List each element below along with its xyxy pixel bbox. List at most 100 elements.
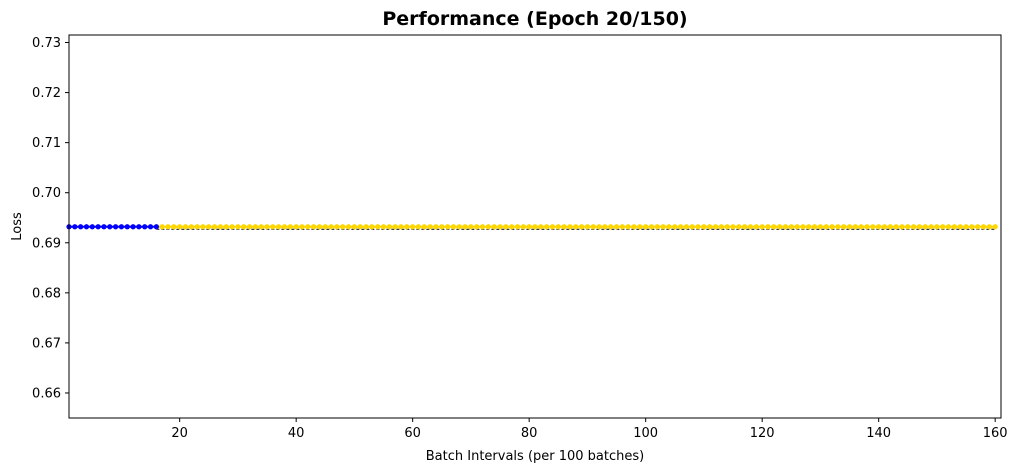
data-point [747, 224, 754, 230]
data-point [852, 224, 858, 230]
data-point [410, 224, 416, 230]
data-point [765, 224, 771, 230]
data-point [631, 224, 637, 230]
x-tick-label: 40 [288, 426, 305, 441]
data-point [876, 224, 882, 230]
y-tick-label: 0.71 [32, 136, 61, 151]
data-point [130, 224, 136, 230]
data-point [555, 224, 561, 230]
data-point [963, 224, 969, 230]
data-point [95, 224, 101, 230]
data-point [934, 224, 940, 230]
data-point [375, 224, 381, 230]
data-point [270, 224, 276, 230]
data-point [957, 224, 963, 230]
data-point [637, 224, 643, 230]
data-point [759, 224, 765, 230]
data-point [433, 224, 439, 230]
data-point [817, 224, 824, 230]
data-point [922, 224, 928, 230]
data-point [829, 224, 835, 230]
data-point [346, 224, 352, 230]
data-point [479, 224, 486, 230]
data-point [398, 224, 404, 230]
data-point [118, 224, 125, 230]
data-point [299, 224, 305, 230]
data-point [695, 224, 701, 230]
data-point [870, 224, 876, 230]
data-point [281, 224, 288, 230]
data-point [951, 224, 958, 230]
data-point [689, 224, 695, 230]
data-point [660, 224, 666, 230]
data-point [72, 224, 78, 230]
data-point [980, 224, 987, 230]
data-point [311, 224, 317, 230]
data-point [806, 224, 812, 230]
data-point [206, 224, 212, 230]
data-point [753, 224, 759, 230]
data-point [969, 224, 975, 230]
y-tick-label: 0.69 [32, 236, 61, 251]
x-axis-label: Batch Intervals (per 100 batches) [426, 449, 644, 464]
y-tick-label: 0.66 [32, 386, 61, 401]
data-point [212, 224, 218, 230]
data-point [287, 224, 293, 230]
data-point [590, 224, 596, 230]
data-point [509, 224, 515, 230]
data-point [485, 224, 491, 230]
data-point [194, 224, 200, 230]
data-point [89, 224, 95, 230]
y-axis-label: Loss [10, 212, 25, 241]
data-point [736, 224, 742, 230]
data-point [124, 224, 130, 230]
data-point [945, 224, 952, 230]
x-tick-label: 20 [171, 426, 188, 441]
y-tick-label: 0.68 [32, 286, 61, 301]
data-point [532, 224, 538, 230]
data-point [514, 224, 521, 230]
data-point [643, 224, 649, 230]
data-point [386, 224, 392, 230]
data-point [608, 224, 614, 230]
data-point [491, 224, 497, 230]
data-point [276, 224, 282, 230]
data-point [567, 224, 573, 230]
y-tick-label: 0.70 [32, 186, 61, 201]
data-point [619, 224, 625, 230]
data-point [241, 224, 247, 230]
data-point [777, 224, 783, 230]
data-point [380, 224, 387, 230]
data-point [83, 224, 90, 230]
data-point [905, 224, 911, 230]
data-point [392, 224, 398, 230]
data-point [113, 224, 119, 230]
data-point [579, 224, 585, 230]
data-point [445, 224, 451, 230]
data-point [846, 224, 853, 230]
data-point [468, 224, 474, 230]
data-point [683, 224, 690, 230]
data-point [252, 224, 258, 230]
data-point [171, 224, 177, 230]
axis-ticks: 20 40 60 80 100 120 140 160 0.66 0.67 0.68 0.69 0.70… [32, 36, 1008, 441]
data-point [340, 224, 346, 230]
data-point [602, 224, 608, 230]
data-point [177, 224, 183, 230]
data-point [142, 224, 148, 230]
data-point [742, 224, 748, 230]
data-point [858, 224, 864, 230]
data-point [421, 224, 427, 230]
data-point [893, 224, 899, 230]
data-point [596, 224, 602, 230]
data-point [159, 224, 165, 230]
data-point [916, 224, 923, 230]
data-point [520, 224, 526, 230]
data-point [549, 224, 556, 230]
data-point [940, 224, 946, 230]
data-point [363, 224, 369, 230]
data-point [707, 224, 713, 230]
series-2 [153, 224, 998, 230]
data-point [835, 224, 841, 230]
